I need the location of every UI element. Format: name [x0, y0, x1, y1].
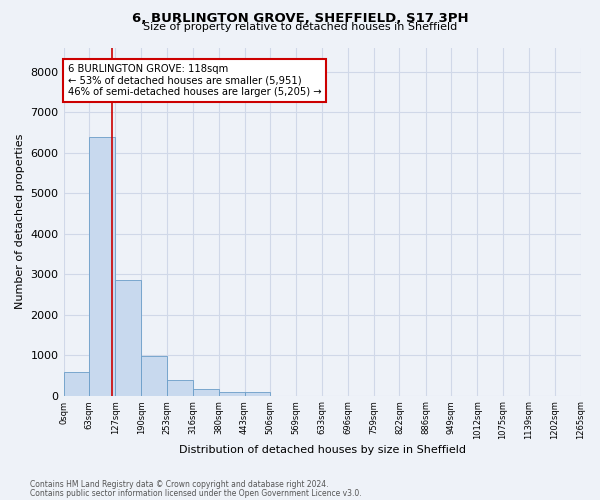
Bar [193, 388, 219, 396]
Bar [245, 392, 271, 396]
Bar [167, 380, 193, 396]
Text: Contains public sector information licensed under the Open Government Licence v3: Contains public sector information licen… [30, 489, 362, 498]
Bar [64, 372, 89, 396]
Bar [141, 356, 167, 396]
Text: Size of property relative to detached houses in Sheffield: Size of property relative to detached ho… [143, 22, 457, 32]
Y-axis label: Number of detached properties: Number of detached properties [15, 134, 25, 309]
X-axis label: Distribution of detached houses by size in Sheffield: Distribution of detached houses by size … [179, 445, 466, 455]
Text: Contains HM Land Registry data © Crown copyright and database right 2024.: Contains HM Land Registry data © Crown c… [30, 480, 329, 489]
Text: 6, BURLINGTON GROVE, SHEFFIELD, S17 3PH: 6, BURLINGTON GROVE, SHEFFIELD, S17 3PH [131, 12, 469, 26]
Text: 6 BURLINGTON GROVE: 118sqm
← 53% of detached houses are smaller (5,951)
46% of s: 6 BURLINGTON GROVE: 118sqm ← 53% of deta… [68, 64, 321, 97]
Bar [89, 138, 115, 396]
Bar [115, 280, 141, 396]
Bar [219, 392, 245, 396]
